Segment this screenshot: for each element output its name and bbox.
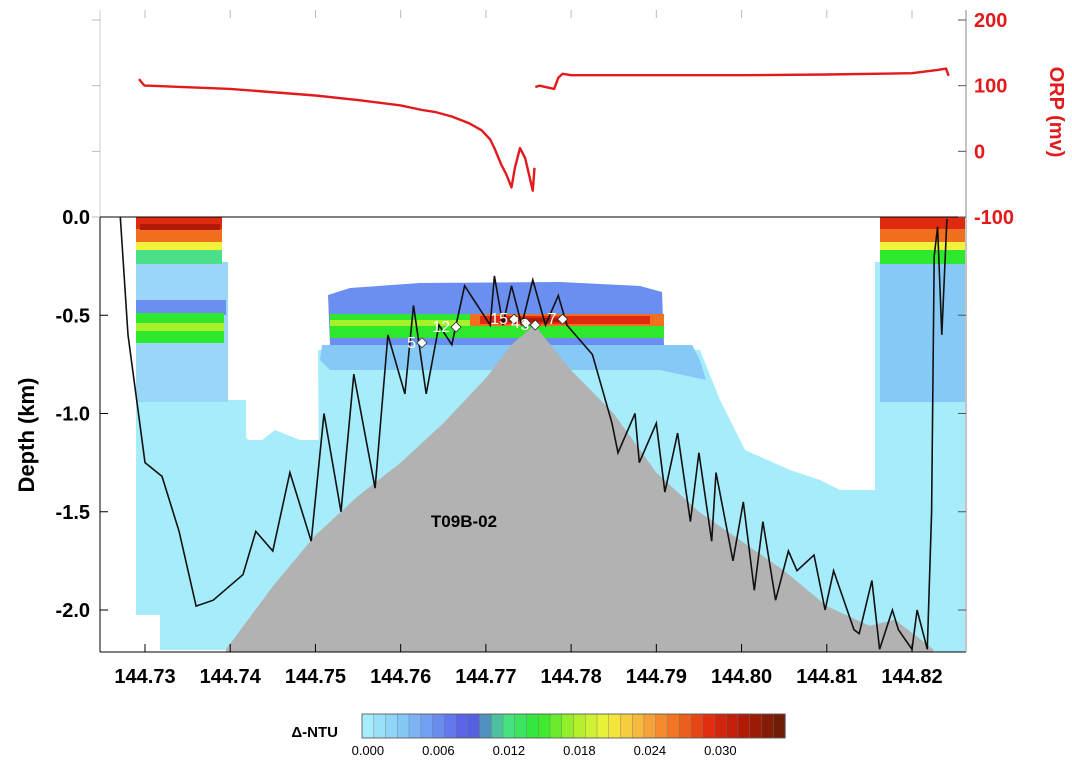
plume-right-mid [880,262,965,402]
sample-marker-label: 12 [432,319,450,336]
tow-track-line [119,217,948,652]
colorbar-swatch [549,713,563,739]
colorbar-swatch [585,713,598,739]
sample-marker-label: 5 [407,335,416,352]
x-tick-label: 144.82 [881,666,942,688]
sample-marker-label: 4 [511,315,520,332]
colorbar-swatch [502,713,516,739]
y-tick-label: 0.0 [62,207,90,229]
plume-left-surface-yellow [136,240,222,250]
colorbar: 0.000 0.006 0.012 0.018 0.024 0.030 [352,713,786,758]
orp-tick-label: 200 [974,10,1007,32]
sample-marker [508,313,520,325]
colorbar-swatch [479,713,492,739]
plume-left-surface-dark [140,224,220,230]
colorbar-title: Δ-NTU [291,724,338,741]
colorbar-swatch [397,713,410,739]
orp-axis-title: ORP (mv) [1045,67,1067,158]
plume-left-band-blue [136,300,226,315]
colorbar-swatch [620,713,633,739]
colorbar-border [361,713,786,739]
colorbar-swatch [420,713,434,739]
plume-right-band-red [880,217,965,229]
colorbar-swatch [596,713,610,739]
sample-marker-label: 3 [520,317,529,334]
colorbar-swatch [761,713,774,739]
colorbar-swatch [455,713,469,739]
axes-frame [99,10,967,653]
colorbar-swatch [444,713,457,739]
sample-marker-label: 7 [548,311,557,328]
sample-marker [416,337,428,349]
colorbar-tick-label: 0.012 [493,743,526,758]
plume-right-band-green [880,248,965,264]
orp-series-line [534,67,950,91]
sample-marker [520,317,532,329]
orp-series-line [138,78,536,192]
colorbar-swatch [385,713,398,739]
colorbar-swatch [608,713,622,739]
sample-marker [557,313,569,325]
plume-left-deep [136,400,246,615]
x-tick-label: 144.79 [626,666,687,688]
colorbar-swatch [632,713,645,739]
colorbar-swatch [773,713,786,739]
plume-left-band-lime [136,323,224,331]
x-tick-label: 144.73 [114,666,175,688]
sample-marker-label: 15 [490,311,508,328]
orp-tick-label: -100 [974,207,1014,229]
x-tick-label: 144.77 [455,666,516,688]
plume-left-surface-orange [136,228,222,242]
y-tick-label: -2.0 [56,600,90,622]
colorbar-swatch [373,713,387,739]
x-tick-label: 144.75 [285,666,346,688]
colorbar-swatch [467,713,481,739]
colorbar-tick-label: 0.006 [422,743,455,758]
colorbar-swatch [538,713,551,739]
y-tick-label: -0.5 [56,305,90,327]
colorbar-swatch [514,713,528,739]
colorbar-swatch [526,713,539,739]
sample-marker [529,319,541,331]
colorbar-swatch [714,713,727,739]
colorbar-swatch [749,713,763,739]
y-tick-label: -1.0 [56,404,90,426]
colorbar-swatch [573,713,586,739]
colorbar-swatch [432,713,445,739]
colorbar-swatch [655,713,669,739]
plume-right-band-orange [880,228,965,242]
colorbar-swatch [361,713,375,739]
colorbar-tick-label: 0.000 [352,743,385,758]
colorbar-swatch [408,713,422,739]
x-tick-label: 144.76 [370,666,431,688]
x-tick-label: 144.81 [796,666,857,688]
x-tick-label: 144.80 [711,666,772,688]
colorbar-swatch [679,713,692,739]
y-axis-title: Depth (km) [14,378,39,493]
plume-left-surface-green [136,248,222,264]
orp-tick-label: 0 [974,141,985,163]
orp-tick-label: 100 [974,76,1007,98]
colorbar-swatch [702,713,716,739]
colorbar-swatch [561,713,575,739]
colorbar-swatch [737,713,751,739]
sample-marker [450,321,462,333]
colorbar-tick-label: 0.018 [563,743,596,758]
colorbar-swatch [643,713,657,739]
plume-central-band-darkred [500,318,560,322]
y-tick-label: -1.5 [56,502,90,524]
colorbar-tick-label: 0.030 [704,743,737,758]
site-annotation: T09B-02 [431,512,497,531]
colorbar-swatch [667,713,680,739]
x-tick-label: 144.78 [541,666,602,688]
colorbar-tick-label: 0.024 [634,743,667,758]
colorbar-swatch [726,713,739,739]
plume-right-band-yellow [880,240,965,250]
colorbar-swatch [491,713,504,739]
x-tick-label: 144.74 [200,666,262,688]
colorbar-swatch [690,713,704,739]
